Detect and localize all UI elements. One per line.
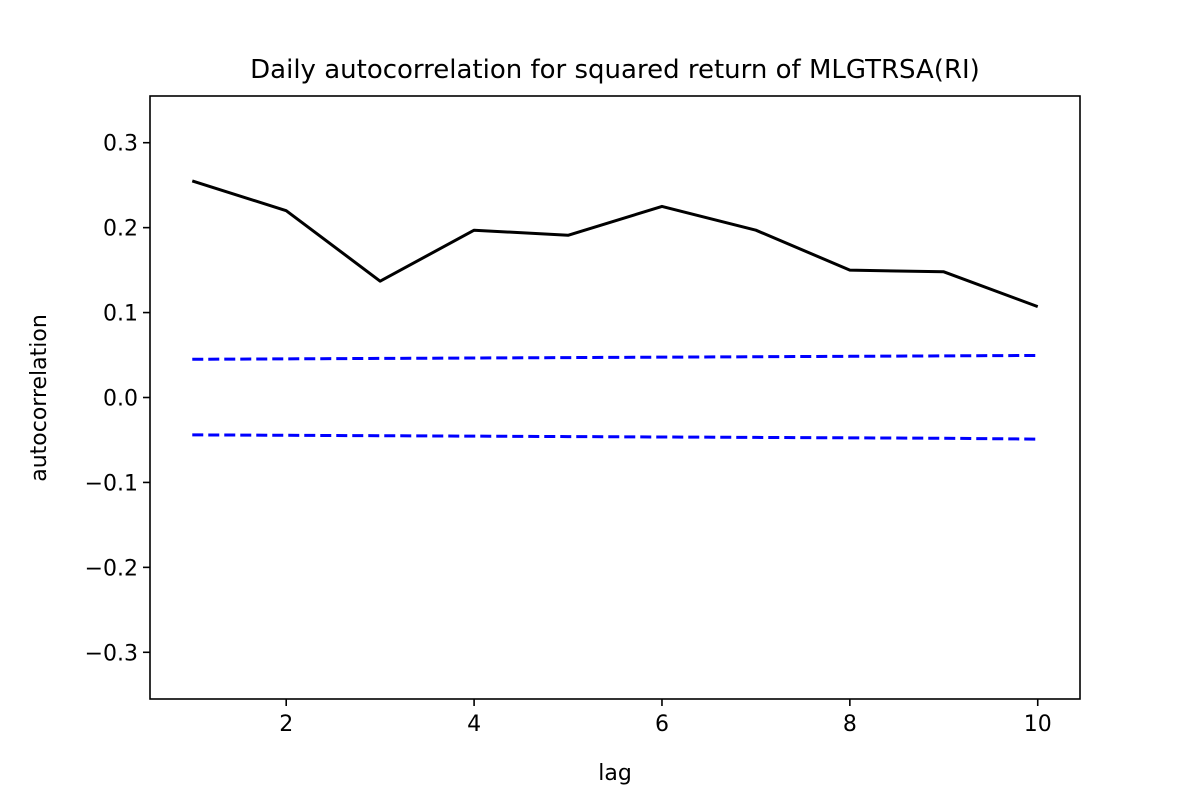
x-tick-label: 2 <box>279 712 293 737</box>
y-tick-label: −0.3 <box>85 641 138 666</box>
chart-title: Daily autocorrelation for squared return… <box>250 55 980 85</box>
y-axis: 0.3 0.2 0.1 0.0 −0.1 −0.2 −0.3 <box>85 132 150 666</box>
x-tick-label: 10 <box>1024 712 1052 737</box>
x-tick-label: 8 <box>843 712 857 737</box>
y-axis-label: autocorrelation <box>27 314 52 482</box>
series-line-2 <box>192 353 1038 361</box>
y-tick-label: 0.3 <box>103 132 138 157</box>
series-line-1 <box>191 179 1039 309</box>
x-tick-label: 4 <box>467 712 481 737</box>
x-axis: 2 4 6 8 10 <box>279 699 1052 737</box>
y-tick-label: −0.1 <box>85 471 138 496</box>
x-tick-label: 6 <box>655 712 669 737</box>
plot-area <box>191 179 1039 441</box>
y-tick-label: 0.1 <box>103 302 138 327</box>
y-tick-label: 0.2 <box>103 217 138 242</box>
y-tick-label: 0.0 <box>103 387 138 412</box>
y-tick-label: −0.2 <box>85 556 138 581</box>
series-line-3 <box>192 433 1038 441</box>
x-axis-label: lag <box>598 761 632 786</box>
plot-frame <box>149 95 1081 700</box>
